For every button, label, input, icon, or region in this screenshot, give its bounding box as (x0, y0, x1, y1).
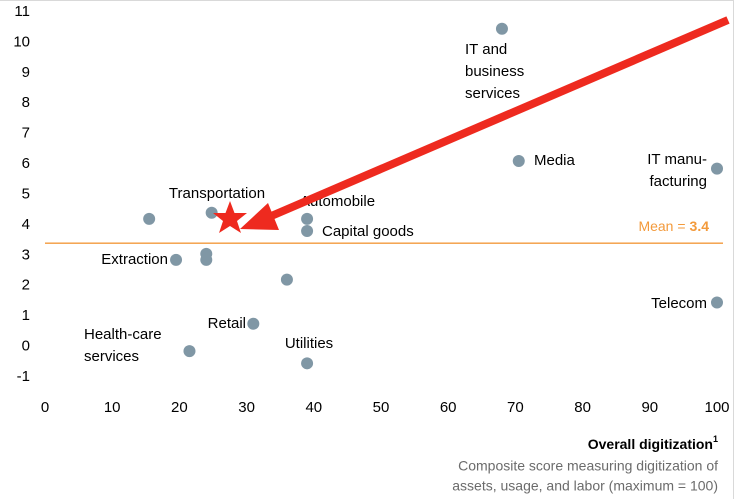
point (711, 296, 723, 309)
y-tick-label: 3 (22, 246, 30, 263)
point-label: Telecom (651, 295, 707, 312)
point (301, 225, 314, 237)
point (183, 345, 196, 358)
point-label: services (465, 85, 520, 102)
y-tick-label: -1 (17, 368, 30, 385)
x-tick-label: 50 (373, 399, 390, 416)
x-tick-label: 40 (305, 399, 322, 416)
point (280, 273, 293, 286)
point (143, 212, 156, 225)
y-tick-label: 1 (22, 307, 30, 324)
mean-value: 3.4 (690, 218, 710, 234)
x-axis-title: Overall digitization1 (588, 434, 718, 451)
x-tick-label: 60 (440, 399, 457, 416)
arrow-head (240, 203, 279, 230)
y-tick-label: 2 (22, 277, 30, 294)
point (495, 22, 508, 35)
x-axis-subtitle: Composite score measuring digitization o… (458, 458, 718, 474)
x-tick-label: 0 (41, 399, 49, 416)
point (247, 317, 260, 330)
footnote-mark: 1 (713, 434, 718, 444)
point-label: Retail (208, 315, 246, 332)
x-tick-label: 100 (704, 399, 729, 416)
point-label: IT and (465, 41, 507, 58)
annotation (213, 16, 730, 233)
mean-label: Mean = 3.4 (638, 218, 709, 234)
y-tick-label: 9 (22, 64, 30, 81)
x-tick-label: 90 (641, 399, 658, 416)
y-tick-label: 4 (22, 216, 30, 233)
point-label: facturing (649, 173, 707, 190)
y-tick-label: 6 (22, 155, 30, 172)
plot-area: -1 0 1 2 3 4 5 6 7 8 9 10 11 0 10 20 30 40 50 60 70 80 90 100 Me… (13, 3, 729, 416)
point-label: Health-care (84, 326, 162, 343)
star (213, 201, 247, 233)
point (170, 253, 183, 266)
y-tick-label: 11 (14, 3, 30, 20)
x-tick-label: 80 (574, 399, 591, 416)
point-label: Transportation (169, 185, 265, 202)
point (205, 206, 218, 219)
point (711, 162, 723, 175)
x-axis-subtitle: assets, usage, and labor (maximum = 100) (452, 478, 718, 494)
point-label: Extraction (101, 251, 168, 268)
x-tick-label: 70 (507, 399, 524, 416)
point (200, 253, 213, 266)
y-tick-label: 0 (22, 338, 30, 355)
point (512, 155, 525, 168)
point (301, 212, 314, 225)
y-tick-label: 10 (13, 33, 30, 50)
point-label: Media (534, 152, 576, 169)
mean-label-text: Mean = (638, 218, 685, 234)
point (301, 357, 314, 370)
y-tick-label: 7 (22, 125, 30, 142)
x-tick-label: 20 (171, 399, 188, 416)
x-axis-title-text: Overall digitization (588, 436, 713, 452)
x-tick-label: 30 (238, 399, 255, 416)
y-tick-label: 5 (22, 185, 30, 202)
y-tick-label: 8 (22, 94, 30, 111)
point-label: Utilities (285, 335, 333, 352)
point-label: business (465, 63, 524, 80)
arrow-shaft (260, 16, 730, 224)
point-label: services (84, 348, 139, 365)
x-tick-label: 10 (104, 399, 121, 416)
point-label: Capital goods (322, 223, 414, 240)
point-label: IT manu- (647, 151, 707, 168)
